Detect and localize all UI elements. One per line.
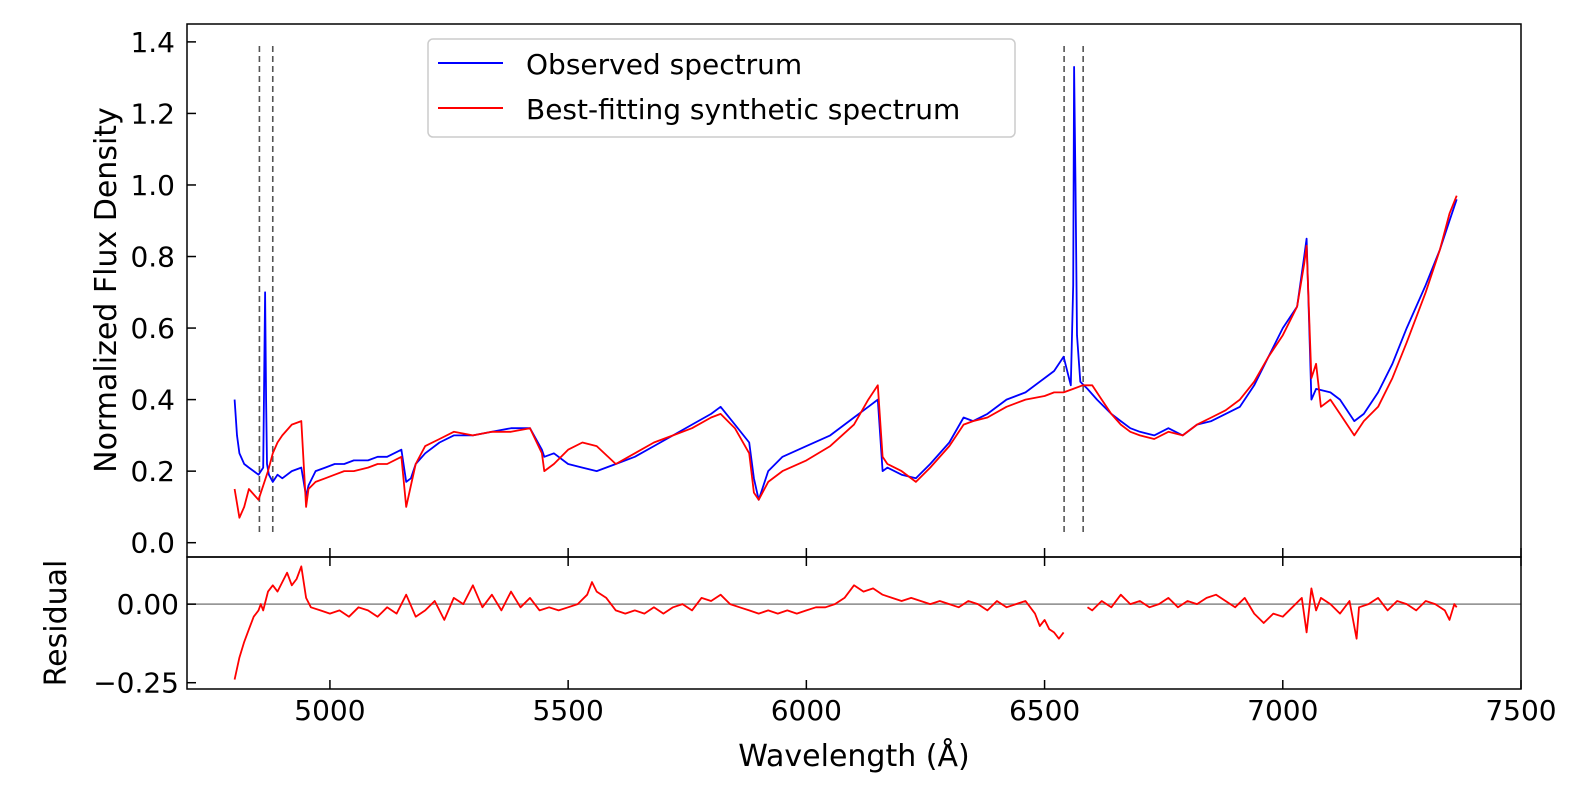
main-y-tick-label: 0.4	[130, 384, 175, 417]
legend-box	[427, 38, 1016, 138]
x-tick-label: 5000	[294, 694, 365, 727]
main-panel: 0.0 0.2 0.4 0.6 0.8 1.0 1.2 1.4 Normalized Flux…	[89, 23, 1522, 560]
main-y-tick-label: 1.4	[130, 26, 175, 59]
residual-y-axis-label: Residual	[39, 560, 74, 687]
legend-label-observed: Observed spectrum	[526, 48, 802, 81]
main-y-tick-label: 0.8	[130, 241, 175, 274]
residual-line-segment-0	[233, 565, 1065, 680]
residual-y-ticks: −0.25 0.00	[93, 588, 196, 700]
legend-label-synthetic: Best-fitting synthetic spectrum	[526, 93, 960, 126]
legend: Observed spectrum Best-fitting synthetic…	[427, 38, 1016, 138]
x-tick-label: 7000	[1247, 694, 1318, 727]
main-series-group	[233, 66, 1458, 519]
main-y-tick-label: 1.2	[130, 97, 175, 130]
main-y-tick-label: 0.2	[130, 455, 175, 488]
x-axis-label: Wavelength (Å)	[738, 738, 969, 774]
main-x-ticks	[329, 548, 1522, 557]
residual-panel: −0.25 0.00 5000 5500 6000 6500 7000 7500 Resid…	[39, 556, 1557, 774]
main-y-tick-label: 0.6	[130, 312, 175, 345]
x-tick-label: 7500	[1485, 694, 1556, 727]
emission-line-markers	[258, 46, 1084, 534]
residual-y-tick-label: 0.00	[117, 588, 179, 621]
observed-spectrum-line	[233, 66, 1458, 501]
residual-series-group	[233, 565, 1458, 680]
x-tick-label: 5500	[533, 694, 604, 727]
main-y-tick-label: 1.0	[130, 169, 175, 202]
main-y-ticks: 0.0 0.2 0.4 0.6 0.8 1.0 1.2 1.4	[130, 26, 196, 560]
residual-x-ticks: 5000 5500 6000 6500 7000 7500	[294, 557, 1557, 727]
x-tick-label: 6500	[1009, 694, 1080, 727]
residual-y-tick-label: −0.25	[93, 667, 179, 700]
x-tick-label: 6000	[771, 694, 842, 727]
main-y-axis-label: Normalized Flux Density	[89, 107, 124, 473]
synthetic-spectrum-line	[233, 195, 1458, 519]
residual-line-segment-1	[1087, 587, 1458, 640]
residual-panel-frame	[186, 556, 1522, 690]
main-y-tick-label: 0.0	[130, 527, 175, 560]
